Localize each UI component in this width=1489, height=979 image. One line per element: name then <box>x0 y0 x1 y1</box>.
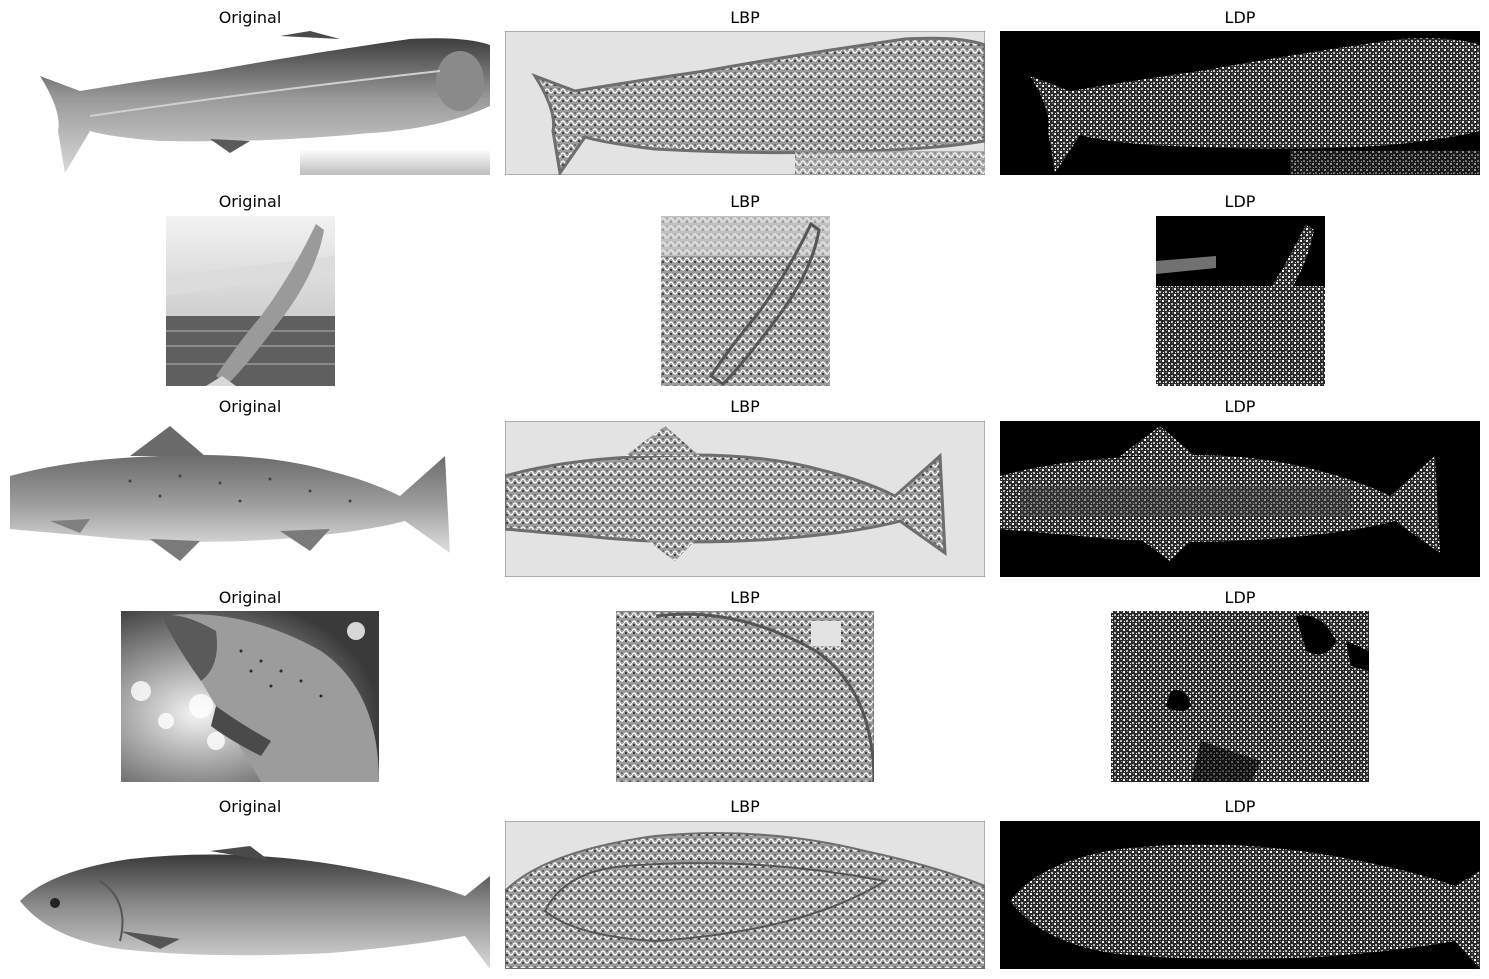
row-5-lbp-title: LBP <box>730 797 760 816</box>
row-5-ldp-image <box>1000 821 1480 969</box>
row-4-lbp-image <box>616 611 874 782</box>
row-3-ldp-image <box>1000 421 1480 577</box>
row-1-lbp-image <box>505 31 985 175</box>
row-5-original-title: Original <box>218 797 282 816</box>
row-2-ldp-title: LDP <box>1224 192 1256 211</box>
row-3-ldp-title: LDP <box>1224 397 1256 416</box>
row-2-ldp-image <box>1156 216 1325 386</box>
row-2-original-title: Original <box>218 192 282 211</box>
row-4-lbp-title: LBP <box>730 588 760 607</box>
row-3-lbp-image <box>505 421 985 577</box>
row-5-ldp-title: LDP <box>1224 797 1256 816</box>
row-1-original-image <box>10 31 490 175</box>
row-2-lbp-image <box>661 216 830 386</box>
row-1-ldp-image <box>1000 31 1480 175</box>
row-3-lbp-title: LBP <box>730 397 760 416</box>
row-4-original-title: Original <box>218 588 282 607</box>
row-2-original-image <box>166 216 335 386</box>
row-1-ldp-title: LDP <box>1224 8 1256 27</box>
row-4-ldp-title: LDP <box>1224 588 1256 607</box>
row-2-lbp-title: LBP <box>730 192 760 211</box>
row-4-original-image <box>121 611 379 782</box>
row-3-original-image <box>10 421 490 577</box>
row-3-original-title: Original <box>218 397 282 416</box>
row-5-lbp-image <box>505 821 985 969</box>
row-1-original-title: Original <box>218 8 282 27</box>
row-1-lbp-title: LBP <box>730 8 760 27</box>
row-5-original-image <box>10 821 490 969</box>
row-4-ldp-image <box>1111 611 1369 782</box>
